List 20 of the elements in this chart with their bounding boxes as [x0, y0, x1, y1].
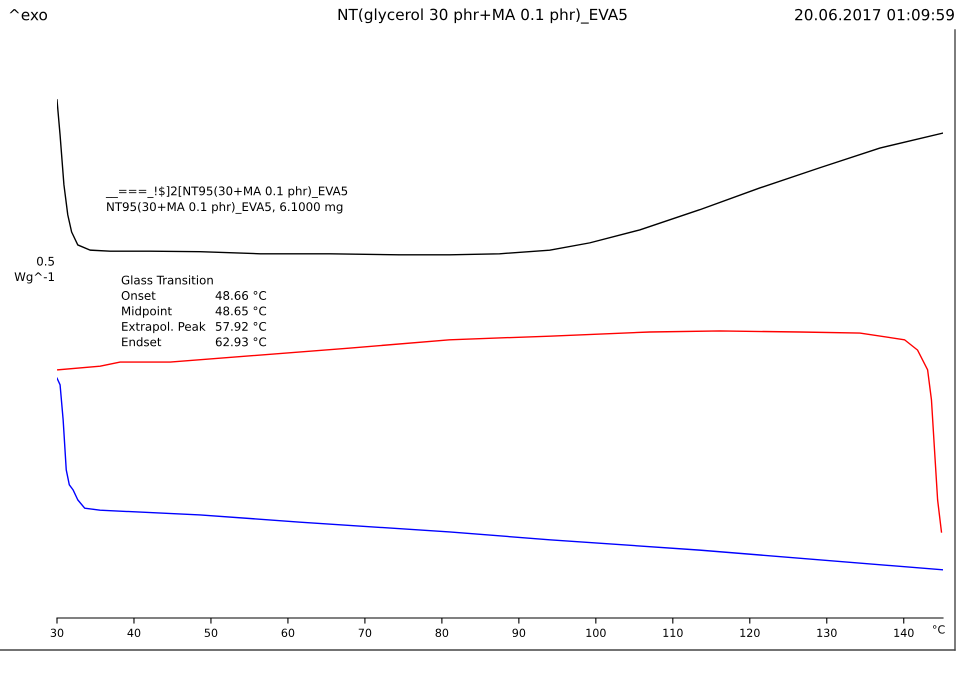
chart-title: NT(glycerol 30 phr+MA 0.1 phr)_EVA5 [338, 8, 627, 24]
annotation: Glass Transition Onset Midpoint Extrapol. Peak Endset [122, 275, 213, 346]
x-tick-label: 70 [358, 628, 372, 638]
text: 20.06.2017 01:09:59 [795, 8, 954, 20]
annotation: 48.66 °C 48.65 °C 57.92 °C 62.93 °C [216, 291, 266, 346]
x-tick-label: 130 [817, 628, 837, 638]
x-tick-label: 80 [436, 628, 448, 638]
x-tick-label: 120 [740, 628, 760, 638]
x-tick-label: 140 [894, 628, 914, 638]
annotation: __===_!$]2[NT95(30+MA 0.1 phr)_EVA5 NT95(30+MA 0.1 phr)_EVA5, 6.1000 mg [106, 186, 348, 214]
x-tick-label: 30 [50, 628, 64, 638]
x-tick-label: 40 [127, 628, 140, 638]
x-tick-label: 100 [586, 628, 606, 638]
x-tick-label: 110 [663, 628, 683, 638]
x-axis-title: °C [932, 625, 945, 634]
x-tick-label: 50 [204, 628, 218, 638]
x-tick-label: 60 [282, 628, 294, 638]
text: ^exo [10, 9, 48, 20]
x-tick-label: 90 [512, 628, 526, 638]
text: 0.5 Wg^-1 [14, 256, 54, 284]
